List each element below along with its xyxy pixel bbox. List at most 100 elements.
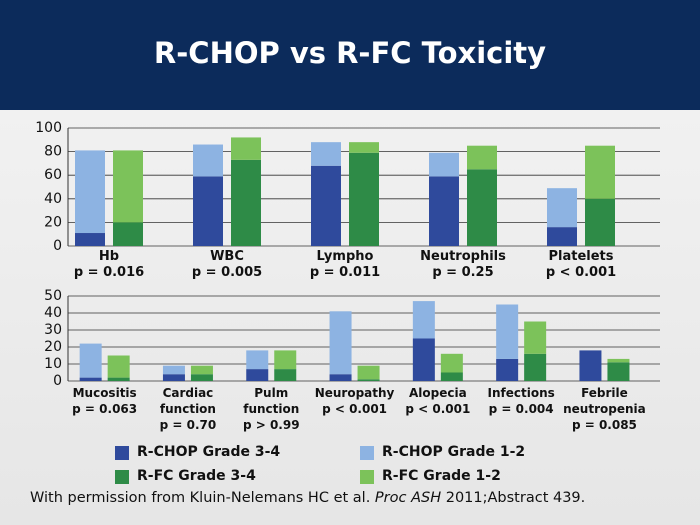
bar xyxy=(246,369,269,381)
bar xyxy=(357,365,380,380)
bar xyxy=(524,353,547,381)
bar xyxy=(231,159,261,246)
bar xyxy=(274,350,297,370)
footer-suffix: 2011;Abstract 439. xyxy=(445,490,586,506)
bar xyxy=(496,358,519,381)
bar xyxy=(329,374,352,381)
y-tick-label: 60 xyxy=(44,167,62,183)
legend-label: R-CHOP Grade 3-4 xyxy=(137,444,281,460)
bar xyxy=(311,165,341,246)
category-label: WBC p = 0.005 xyxy=(171,249,283,281)
category-name: Hb xyxy=(98,249,120,264)
category-name: Infections xyxy=(487,386,555,400)
y-tick-label: 100 xyxy=(35,120,62,136)
bar xyxy=(79,377,102,381)
bar xyxy=(440,372,463,381)
bar xyxy=(231,137,261,160)
category-label: Neutrophils p = 0.25 xyxy=(407,249,519,281)
y-tick-label: 80 xyxy=(44,144,62,160)
bar xyxy=(412,338,435,381)
bar xyxy=(274,369,297,381)
y-tick-label: 0 xyxy=(53,238,62,254)
p-value: p = 0.70 xyxy=(159,418,217,432)
bar xyxy=(113,222,143,246)
category-name: WBC xyxy=(210,249,244,264)
p-value: p < 0.001 xyxy=(405,402,471,416)
bar xyxy=(162,374,185,381)
category-label: Mucositis p = 0.063 xyxy=(60,385,150,417)
legend-label: R-FC Grade 1-2 xyxy=(382,468,501,484)
bar xyxy=(246,350,269,370)
bar xyxy=(547,188,577,228)
legend-swatch xyxy=(115,470,129,484)
bar xyxy=(162,365,185,375)
p-value: p = 0.016 xyxy=(73,265,145,280)
p-value: p = 0.085 xyxy=(571,418,637,432)
p-value: p = 0.25 xyxy=(432,265,494,280)
bar xyxy=(496,304,519,359)
bar xyxy=(75,233,105,246)
legend-swatch xyxy=(115,446,129,460)
y-tick-label: 40 xyxy=(44,191,62,207)
bar xyxy=(193,176,223,246)
bar xyxy=(193,144,223,177)
bar xyxy=(579,350,602,381)
bar xyxy=(113,150,143,223)
footer-journal: Proc ASH xyxy=(374,490,442,506)
category-name: Neutrophils xyxy=(420,249,506,264)
category-label: Febrile neutropenia p = 0.085 xyxy=(559,385,649,433)
bar xyxy=(429,176,459,246)
y-tick-label: 50 xyxy=(44,288,62,304)
y-tick-label: 20 xyxy=(44,214,62,230)
legend-swatch xyxy=(360,446,374,460)
bar xyxy=(79,343,102,378)
category-name: Alopecia xyxy=(408,386,467,400)
p-value: p = 0.063 xyxy=(72,402,138,416)
category-label: Lympho p = 0.011 xyxy=(289,249,401,281)
y-tick-label: 40 xyxy=(44,305,62,321)
y-tick-label: 30 xyxy=(44,322,62,338)
footer-prefix: With permission from Kluin-Nelemans HC e… xyxy=(30,490,371,506)
legend-swatch xyxy=(360,470,374,484)
category-name: Mucositis xyxy=(72,386,137,400)
bar xyxy=(585,198,615,246)
bar xyxy=(190,374,213,381)
bar xyxy=(412,301,435,339)
bar xyxy=(429,152,459,177)
bar xyxy=(329,311,352,375)
bar xyxy=(467,145,497,170)
bar xyxy=(607,362,630,381)
bar xyxy=(585,145,615,199)
category-name: Cardiac function xyxy=(159,386,216,416)
legend-label: R-FC Grade 3-4 xyxy=(137,468,256,484)
bar xyxy=(349,152,379,246)
footer: With permission from Kluin-Nelemans HC e… xyxy=(30,490,585,506)
category-name: Febrile neutropenia xyxy=(563,386,646,416)
title: R-CHOP vs R-FC Toxicity xyxy=(153,36,547,70)
header xyxy=(0,0,700,110)
category-label: Neuropathy p < 0.001 xyxy=(310,385,400,417)
bar xyxy=(524,321,547,354)
bar xyxy=(311,142,341,166)
category-label: Cardiac function p = 0.70 xyxy=(143,385,233,433)
category-label: Hb p = 0.016 xyxy=(53,249,165,281)
category-name: Lympho xyxy=(316,249,374,264)
bar xyxy=(607,358,630,363)
bar xyxy=(75,150,105,234)
category-name: Neuropathy xyxy=(314,386,395,400)
category-name: Platelets xyxy=(548,249,614,264)
category-name: Pulm function xyxy=(243,386,300,416)
bar xyxy=(357,379,380,381)
bar xyxy=(107,377,130,381)
legend-label: R-CHOP Grade 1-2 xyxy=(382,444,526,460)
y-tick-label: 20 xyxy=(44,339,62,355)
category-label: Platelets p < 0.001 xyxy=(525,249,637,281)
category-label: Pulm function p > 0.99 xyxy=(226,385,316,433)
bar xyxy=(467,169,497,246)
category-label: Infections p = 0.004 xyxy=(476,385,566,417)
p-value: p = 0.004 xyxy=(488,402,554,416)
bar xyxy=(547,227,577,246)
bar xyxy=(349,142,379,153)
